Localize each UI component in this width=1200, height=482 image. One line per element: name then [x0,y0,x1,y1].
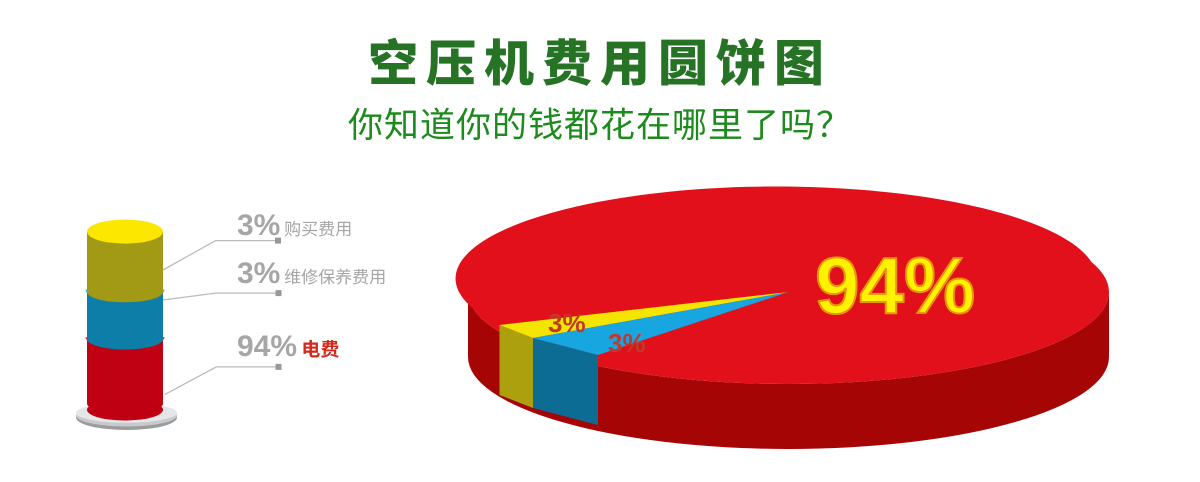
svg-text:3%: 3% [548,308,586,338]
svg-text:3%: 3% [608,328,646,358]
svg-text:94%: 94% [815,241,975,330]
